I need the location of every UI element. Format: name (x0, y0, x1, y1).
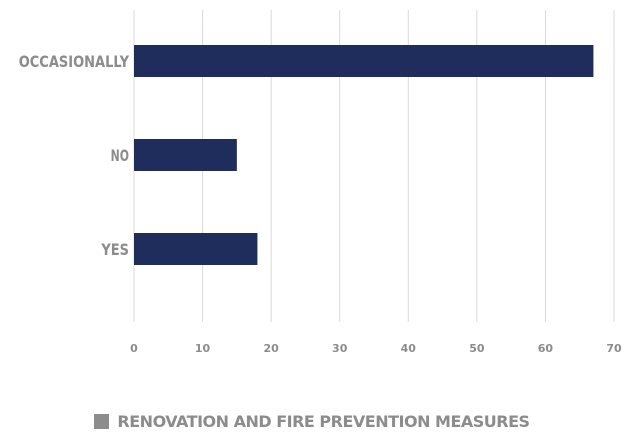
legend: RENOVATION AND FIRE PREVENTION MEASURES (0, 412, 624, 431)
category-label-yes: YES (101, 241, 129, 260)
category-labels: OCCASIONALLY NO YES (19, 53, 130, 260)
x-tick-label: 60 (538, 342, 554, 355)
category-label-occasionally: OCCASIONALLY (19, 53, 130, 72)
legend-swatch (94, 414, 110, 429)
x-tick-labels: 0 10 20 30 40 50 60 70 (130, 342, 622, 355)
x-tick-label: 50 (469, 342, 485, 355)
x-tick-label: 40 (401, 342, 417, 355)
x-tick-label: 30 (332, 342, 348, 355)
x-tick-label: 0 (130, 342, 138, 355)
bar-no (134, 139, 237, 171)
x-tick-label: 10 (195, 342, 211, 355)
legend-label: RENOVATION AND FIRE PREVENTION MEASURES (117, 412, 530, 431)
category-label-no: NO (111, 147, 129, 166)
x-tick-label: 70 (606, 342, 622, 355)
bars (134, 45, 594, 265)
bar-yes (134, 233, 258, 265)
bar-occasionally (134, 45, 594, 77)
x-tick-label: 20 (263, 342, 279, 355)
